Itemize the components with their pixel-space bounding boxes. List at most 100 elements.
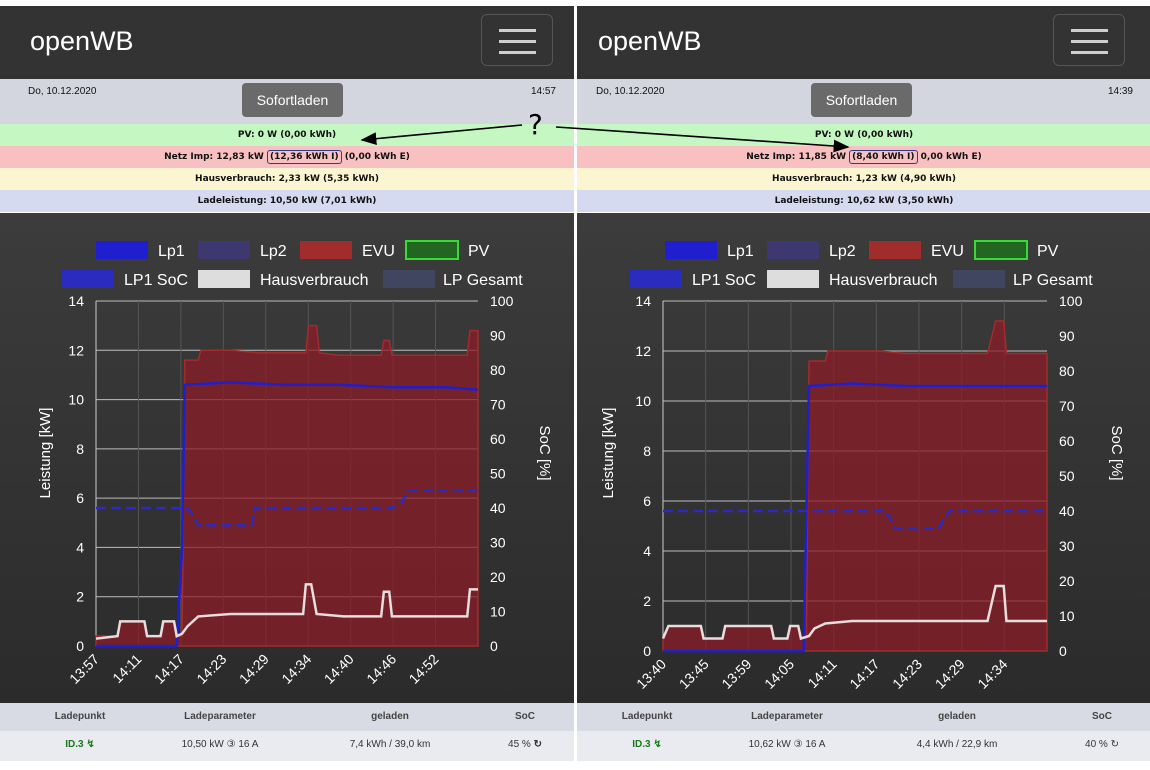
app-title[interactable]: openWB — [598, 26, 702, 56]
y-tick-right: 100 — [490, 293, 514, 309]
legend-lp1soc-label[interactable]: LP1 SoC — [692, 272, 756, 289]
netz-export-kwh: 0,00 kWh E) — [920, 152, 982, 162]
pv-text: PV: 0 W (0,00 kWh) — [237, 130, 337, 140]
legend-pv-swatch[interactable] — [974, 240, 1028, 260]
app-title[interactable]: openWB — [30, 26, 134, 56]
ladepunkt-name[interactable]: ID.3 — [632, 739, 651, 750]
legend-lp2-swatch[interactable] — [767, 241, 819, 259]
legend-lp2-label[interactable]: Lp2 — [829, 243, 856, 260]
time-label: 14:57 — [530, 86, 556, 97]
th-ladeparameter: Ladeparameter — [751, 711, 823, 722]
table-row[interactable]: ID.3 ↯ 10,50 kW ③ 16 A 7,4 kWh / 39,0 km… — [0, 731, 574, 761]
table-header: Ladepunkt Ladeparameter geladen SoC — [577, 703, 1150, 731]
y-tick-right: 50 — [490, 466, 506, 482]
menu-icon[interactable] — [481, 14, 553, 66]
y-tick-right: 70 — [490, 397, 506, 413]
y-ticks-left: 0 2 4 6 8 10 12 14 — [68, 293, 84, 654]
series-lp1-line — [96, 381, 479, 648]
legend[interactable]: Lp1 Lp2 EVU PV LP1 SoC Hausverbrauch LP … — [62, 240, 523, 289]
legend-lp2-swatch[interactable] — [198, 241, 250, 259]
x-tick-label: 14:34 — [278, 651, 314, 687]
x-tick-label: 14:40 — [321, 651, 357, 687]
pv-text: PV: 0 W (0,00 kWh) — [814, 130, 914, 140]
legend-lp1-label[interactable]: Lp1 — [727, 243, 754, 260]
legend[interactable]: Lp1 Lp2 EVU PV LP1 SoC Hausverbrauch LP … — [630, 240, 1093, 289]
y-tick-left: 4 — [76, 539, 84, 555]
y-axis-left-title: Leistung [kW] — [37, 408, 54, 499]
x-tick-label: 14:11 — [804, 656, 840, 692]
x-tick-label: 13:57 — [66, 651, 102, 687]
soc-cell[interactable]: 40 % ↻ — [1067, 739, 1137, 750]
y-axis-right-title: SoC [%] — [1108, 425, 1125, 480]
legend-evu-swatch[interactable] — [300, 241, 352, 259]
legend-lpges-swatch[interactable] — [383, 270, 435, 288]
menu-icon[interactable] — [1053, 14, 1125, 66]
x-tick-label: 14:11 — [109, 651, 145, 687]
x-tick-label: 14:17 — [151, 651, 187, 687]
legend-lpges-label[interactable]: LP Gesamt — [443, 272, 523, 289]
legend-lpges-label[interactable]: LP Gesamt — [1013, 272, 1093, 289]
legend-lp2-label[interactable]: Lp2 — [260, 243, 287, 260]
x-tick-label: 14:05 — [761, 656, 797, 692]
power-chart: Lp1 Lp2 EVU PV LP1 SoC Hausverbrauch LP … — [600, 240, 1125, 692]
legend-lpges-swatch[interactable] — [953, 270, 1005, 288]
legend-evu-label[interactable]: EVU — [931, 243, 964, 260]
chart-area: Lp1 Lp2 EVU PV LP1 SoC Hausverbrauch LP … — [0, 213, 574, 703]
plug-icon: ↯ — [653, 739, 662, 750]
legend-pv-label[interactable]: PV — [468, 243, 490, 260]
y-tick-right: 100 — [1059, 293, 1083, 309]
x-tick-label: 14:34 — [974, 656, 1010, 692]
legend-lp1-label[interactable]: Lp1 — [158, 243, 185, 260]
x-tick-label: 14:17 — [846, 656, 882, 692]
series-lp1-line — [663, 382, 1047, 653]
table-row[interactable]: ID.3 ↯ 10,62 kW ③ 16 A 4,4 kWh / 22,9 km… — [577, 731, 1150, 761]
legend-haus-swatch[interactable] — [767, 270, 819, 288]
legend-evu-label[interactable]: EVU — [362, 243, 395, 260]
y-tick-left: 10 — [68, 392, 84, 408]
date-label: Do, 10.12.2020 — [596, 86, 665, 97]
y-tick-right: 0 — [490, 638, 498, 654]
x-tick-label: 14:23 — [889, 656, 925, 692]
series-haus-line — [661, 584, 1047, 641]
time-label: 14:39 — [1107, 86, 1133, 97]
y-tick-left: 6 — [643, 493, 651, 509]
series-group — [95, 324, 479, 648]
legend-lp1soc-label[interactable]: LP1 SoC — [124, 272, 188, 289]
refresh-icon[interactable]: ↻ — [533, 739, 542, 750]
y-tick-right: 90 — [490, 328, 506, 344]
y-axis-left-title: Leistung [kW] — [600, 408, 617, 499]
legend-haus-label[interactable]: Hausverbrauch — [260, 272, 369, 289]
legend-haus-label[interactable]: Hausverbrauch — [829, 272, 938, 289]
y-ticks-right: 0 10 20 30 40 50 60 70 80 90 100 — [490, 293, 514, 654]
legend-pv-swatch[interactable] — [405, 240, 459, 260]
legend-lp1-swatch[interactable] — [665, 241, 717, 259]
series-evu-area — [95, 324, 479, 647]
ladepunkt-cell[interactable]: ID.3 ↯ — [597, 739, 697, 750]
netz-strip: Netz Imp: 12,83 kW (12,36 kWh I) (0,00 k… — [0, 146, 574, 168]
y-tick-right: 10 — [1059, 608, 1075, 624]
x-tick-label: 14:46 — [363, 651, 399, 687]
plug-icon: ↯ — [86, 739, 95, 750]
top-navbar: openWB — [0, 6, 574, 79]
date-label: Do, 10.12.2020 — [28, 86, 97, 97]
legend-evu-swatch[interactable] — [869, 241, 921, 259]
x-tick-label: 13:45 — [676, 656, 712, 692]
sofortladen-button[interactable]: Sofortladen — [242, 83, 343, 117]
ladepunkt-name[interactable]: ID.3 — [65, 739, 84, 750]
ladeparameter-cell: 10,50 kW ③ 16 A — [181, 739, 259, 750]
sofortladen-button[interactable]: Sofortladen — [811, 83, 912, 117]
soc-cell[interactable]: 45 % ↻ — [490, 739, 560, 750]
legend-pv-label[interactable]: PV — [1037, 243, 1059, 260]
legend-lp1soc-swatch[interactable] — [62, 270, 114, 288]
ladepunkt-cell[interactable]: ID.3 ↯ — [30, 739, 130, 750]
legend-haus-swatch[interactable] — [198, 270, 250, 288]
y-tick-right: 80 — [490, 362, 506, 378]
legend-lp1-swatch[interactable] — [96, 241, 148, 259]
x-tick-label: 14:29 — [236, 651, 272, 687]
refresh-icon[interactable]: ↻ — [1110, 739, 1119, 750]
y-tick-left: 14 — [635, 293, 651, 309]
ladeleistung-strip: Ladeleistung: 10,50 kW (7,01 kWh) — [0, 190, 574, 212]
legend-lp1soc-swatch[interactable] — [630, 270, 682, 288]
y-tick-right: 70 — [1059, 398, 1075, 414]
th-geladen: geladen — [938, 711, 976, 722]
